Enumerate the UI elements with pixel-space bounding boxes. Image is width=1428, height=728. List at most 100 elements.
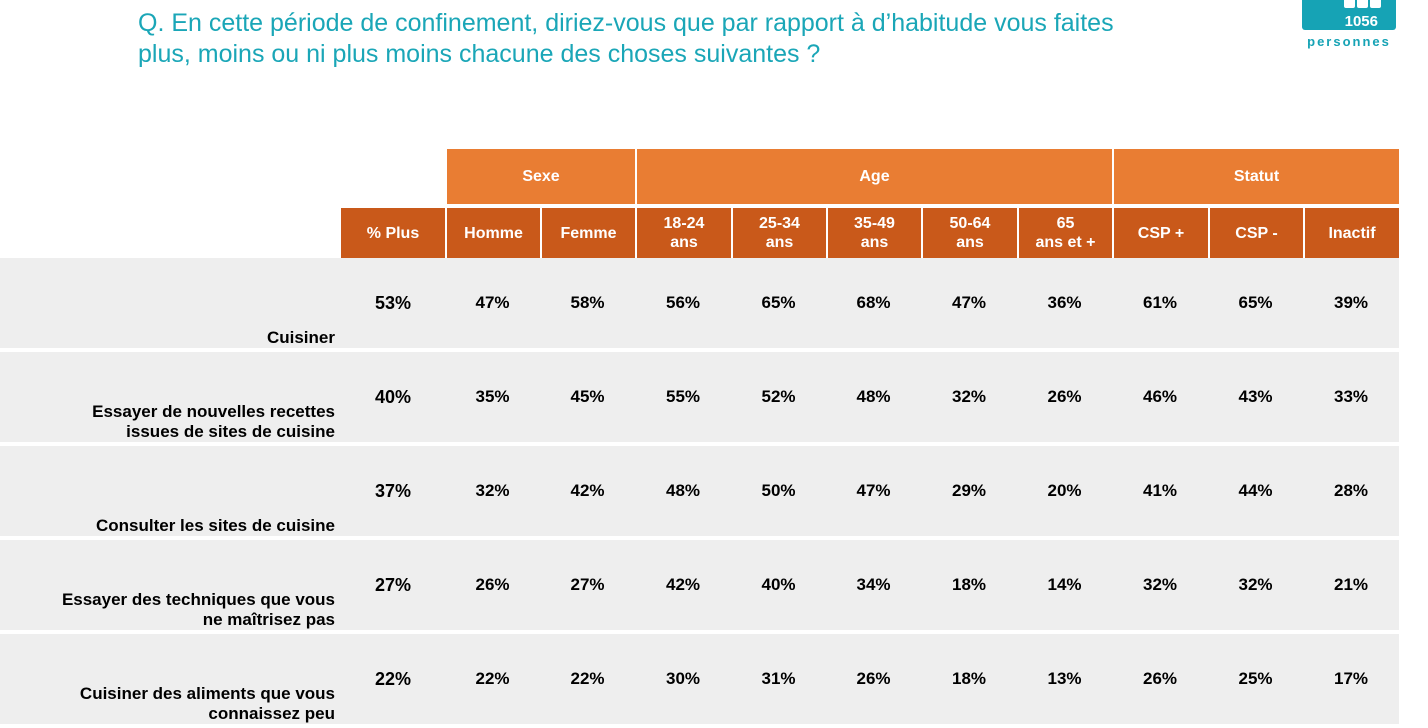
row-label-text: Cuisiner des aliments que vous [79, 684, 335, 703]
col-header-18-24: 18-24 ans [635, 208, 731, 258]
row-background [0, 446, 1399, 536]
people-icon [1344, 0, 1383, 13]
row-label-text: ne maîtrisez pas [202, 610, 335, 629]
table-cell: 13% [1047, 669, 1082, 688]
col-header-inactif: Inactif [1303, 208, 1399, 258]
table-cell: 48% [856, 387, 891, 406]
group-header-sexe: Sexe [445, 149, 635, 204]
row-label-text: issues de sites de cuisine [126, 422, 335, 441]
table-cell-plus: 40% [374, 386, 412, 407]
col-header-50-64-top: 50-64 [949, 215, 991, 232]
col-header-50-64-bottom: ans [956, 234, 984, 251]
col-header-35-49-top: 35-49 [854, 215, 895, 232]
table-cell-plus: 27% [374, 574, 412, 595]
row-background [0, 540, 1399, 630]
row-label-text: Essayer des techniques que vous [61, 590, 335, 609]
respondent-count-badge: 1056 personnes [1290, 0, 1408, 54]
table-cell: 21% [1333, 575, 1369, 594]
table-cell: 30% [665, 669, 701, 688]
table-cell: 32% [1238, 575, 1273, 594]
row-background [0, 634, 1399, 724]
table-cell: 65% [1238, 293, 1273, 312]
table-cell: 41% [1142, 481, 1178, 500]
question-title: Q. En cette période de confinement, diri… [138, 8, 1258, 70]
table-cell-plus: 22% [374, 668, 412, 689]
col-header-18-24-top: 18-24 [663, 215, 705, 232]
table-cell: 32% [1142, 575, 1178, 594]
table-cell: 56% [665, 293, 701, 312]
badge-panel: 1056 [1302, 0, 1396, 30]
table-cell: 44% [1238, 481, 1273, 500]
row-label-text: connaissez peu [208, 704, 335, 723]
table-cell: 25% [1238, 669, 1273, 688]
table-cell: 45% [570, 387, 605, 406]
table-cell: 32% [951, 387, 987, 406]
row-label-text: Essayer de nouvelles recettes [92, 402, 335, 421]
results-table: Sexe Age Statut % Plus Homme Femme 18-24… [0, 149, 1410, 724]
table-cell: 29% [951, 481, 987, 500]
table-cell: 26% [1047, 387, 1082, 406]
col-header-csp-plus: CSP + [1112, 208, 1208, 258]
table-cell: 42% [570, 481, 605, 500]
table-cell: 14% [1047, 575, 1082, 594]
col-header-65-plus-bottom: ans et + [1035, 234, 1096, 251]
row-label-text: Cuisiner [266, 328, 335, 347]
table-cell: 52% [761, 387, 796, 406]
col-header-25-34: 25-34 ans [731, 208, 826, 258]
table-cell: 26% [475, 575, 510, 594]
col-header-65-plus: 65 ans et + [1017, 208, 1112, 258]
table-cell: 26% [1142, 669, 1178, 688]
table-cell: 65% [761, 293, 796, 312]
table-cell: 33% [1333, 387, 1369, 406]
row-label-cuisiner: Cuisiner [0, 258, 341, 348]
question-title-line-1: Q. En cette période de confinement, diri… [138, 9, 1114, 37]
col-header-femme: Femme [540, 208, 635, 258]
table-cell: 46% [1142, 387, 1178, 406]
row-background [0, 352, 1399, 442]
table-cell: 55% [665, 387, 701, 406]
table-cell: 34% [856, 575, 891, 594]
table-cell: 42% [665, 575, 701, 594]
table-cell: 39% [1333, 293, 1369, 312]
table-cell-plus: 53% [374, 292, 412, 313]
table-cell: 58% [570, 293, 605, 312]
table-cell: 68% [856, 293, 891, 312]
table-cell: 36% [1047, 293, 1082, 312]
group-header-age: Age [635, 149, 1112, 204]
col-header-35-49: 35-49 ans [826, 208, 921, 258]
col-header-plus: % Plus [341, 208, 445, 258]
row-label-techniques: Essayer des techniques que vous ne maîtr… [0, 540, 341, 630]
col-header-35-49-bottom: ans [860, 234, 889, 251]
table-cell: 47% [951, 293, 987, 312]
table-cell-plus: 37% [374, 480, 412, 501]
col-header-18-24-bottom: ans [670, 234, 698, 251]
table-cell: 47% [475, 293, 510, 312]
table-cell: 27% [570, 575, 605, 594]
table-cell: 61% [1142, 293, 1178, 312]
table-cell: 18% [951, 575, 987, 594]
col-header-csp-minus: CSP - [1208, 208, 1303, 258]
row-label-consulter-sites: Consulter les sites de cuisine [0, 446, 341, 536]
col-header-65-plus-top: 65 [1056, 215, 1075, 232]
col-header-50-64: 50-64 ans [921, 208, 1017, 258]
respondent-label: personnes [1307, 34, 1391, 49]
table-cell: 26% [856, 669, 891, 688]
table-cell: 48% [665, 481, 701, 500]
table-cell: 40% [761, 575, 796, 594]
table-cell: 22% [475, 669, 510, 688]
table-cell: 50% [761, 481, 796, 500]
row-background [0, 258, 1399, 348]
col-header-homme: Homme [445, 208, 540, 258]
table-cell: 18% [951, 669, 987, 688]
table-cell: 47% [856, 481, 891, 500]
table-cell: 35% [475, 387, 510, 406]
table-cell: 17% [1333, 669, 1369, 688]
col-header-25-34-top: 25-34 [759, 215, 800, 232]
table-cell: 31% [761, 669, 796, 688]
row-label-aliments: Cuisiner des aliments que vous connaisse… [0, 634, 341, 724]
table-cell: 22% [570, 669, 605, 688]
row-label-nouvelles-recettes: Essayer de nouvelles recettes issues de … [0, 352, 341, 442]
col-header-25-34-bottom: ans [765, 234, 794, 251]
respondent-count: 1056 [1344, 13, 1378, 30]
table-cell: 28% [1333, 481, 1369, 500]
